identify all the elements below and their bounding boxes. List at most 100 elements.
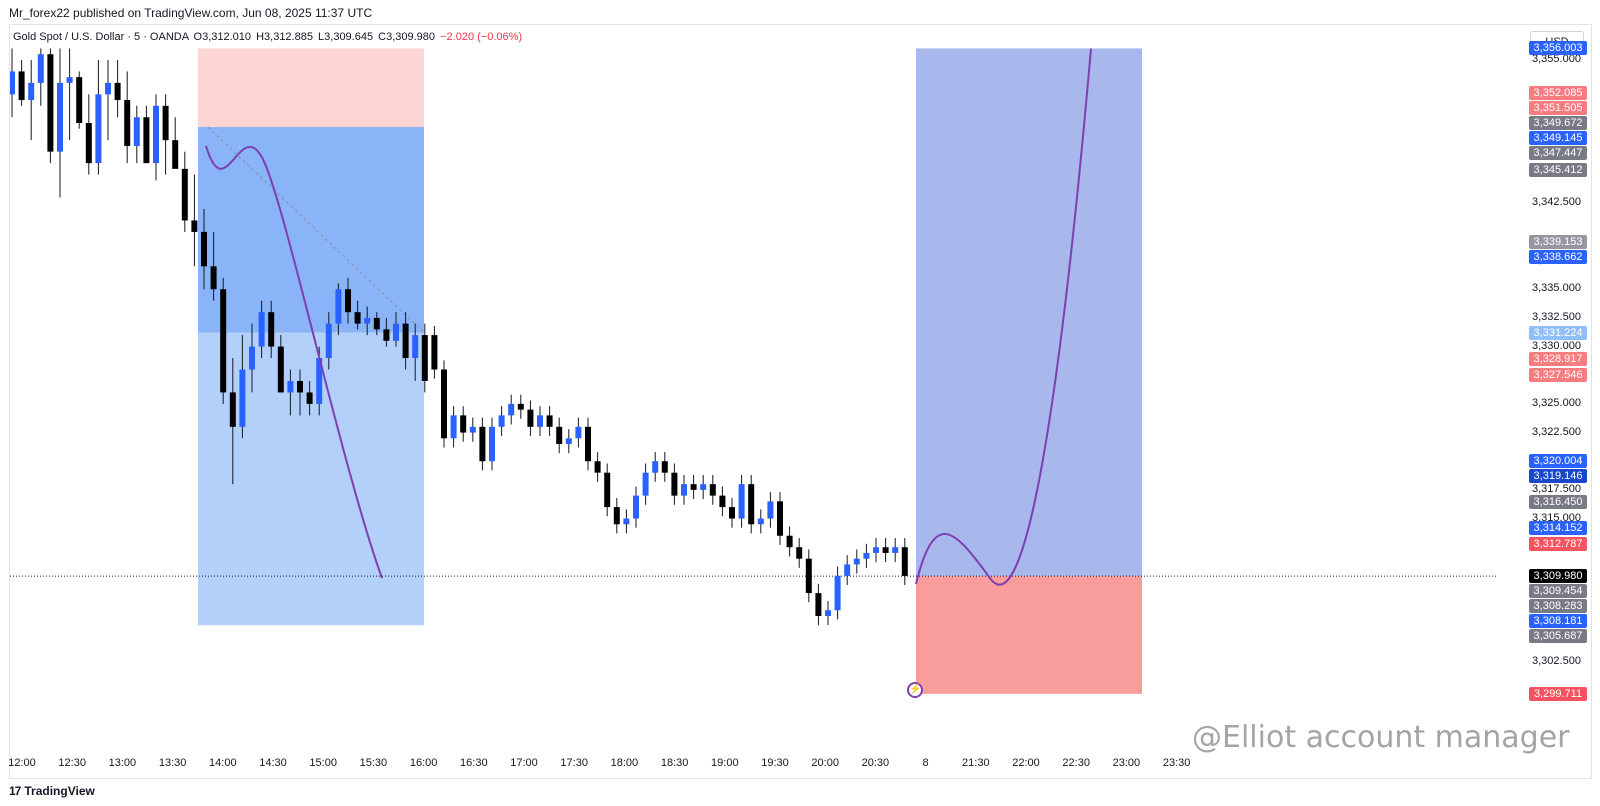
candle-body	[527, 409, 534, 427]
price-label: 3,319.146	[1529, 469, 1587, 484]
candle-body	[57, 82, 63, 152]
time-tick: 8	[922, 757, 929, 769]
price-label: 3,305.687	[1529, 629, 1587, 644]
candle-body	[700, 484, 707, 490]
candle-body	[738, 484, 745, 519]
candle-body	[633, 495, 639, 519]
candle-body	[76, 77, 83, 123]
candle-body	[757, 518, 764, 525]
candle-body	[834, 575, 841, 611]
candle-body	[345, 289, 351, 313]
lightning-icon[interactable]: ⚡	[907, 682, 923, 698]
chart-pane[interactable]	[9, 24, 1592, 779]
symbol-legend: Gold Spot / U.S. Dollar · 5 · OANDA O3,3…	[13, 31, 522, 43]
candle-body	[114, 82, 121, 101]
candle-body	[421, 335, 428, 381]
candle-body	[220, 289, 227, 393]
time-tick: 20:00	[811, 757, 839, 769]
candle-body	[565, 438, 572, 445]
candle-body	[479, 426, 486, 462]
candle-body	[652, 461, 659, 473]
price-chart[interactable]	[10, 25, 1591, 778]
candle-body	[239, 369, 246, 427]
time-tick: 12:30	[58, 757, 86, 769]
candle-body	[335, 289, 342, 324]
time-tick: 13:00	[108, 757, 137, 769]
candle-body	[623, 518, 630, 525]
price-label: 3,312.787	[1529, 536, 1587, 551]
candle-body	[105, 82, 111, 95]
candle-body	[153, 105, 159, 164]
price-label: 3,351.505	[1529, 101, 1587, 116]
candle-body	[853, 558, 860, 565]
candle-body	[37, 54, 44, 83]
candle-body	[162, 105, 169, 141]
candle-body	[306, 392, 313, 404]
tradingview-logo[interactable]: 17 TradingView	[9, 784, 95, 798]
candle-body	[537, 415, 543, 427]
close-value: C3,309.980	[378, 31, 436, 43]
price-tick: 3,342.500	[1532, 196, 1581, 209]
price-label: 3,327.546	[1529, 367, 1587, 382]
time-tick: 19:00	[711, 757, 739, 769]
candle-body	[585, 426, 591, 462]
candle-body	[594, 461, 601, 473]
candle-body	[863, 552, 870, 559]
candle-body	[892, 547, 899, 553]
candle-body	[95, 94, 102, 164]
price-tick: 3,355.000	[1532, 52, 1581, 65]
candle-body	[18, 71, 25, 101]
candle-body	[825, 610, 831, 617]
candle-body	[258, 312, 265, 347]
candle-body	[191, 220, 198, 232]
price-label: 3,309.980	[1529, 569, 1587, 584]
price-tick: 3,335.000	[1532, 282, 1581, 295]
price-tick: 3,315.000	[1532, 511, 1581, 524]
candle-body	[383, 329, 390, 341]
time-tick: 21:30	[962, 757, 990, 769]
time-tick: 18:30	[660, 757, 689, 769]
price-label: 3,347.447	[1529, 146, 1587, 161]
price-tick: 3,330.000	[1532, 339, 1581, 352]
candle-body	[172, 140, 179, 169]
price-label: 3,320.004	[1529, 454, 1587, 469]
candle-body	[412, 335, 419, 359]
candle-body	[729, 507, 735, 519]
candle-body	[181, 168, 188, 221]
trend-dashed-line	[207, 126, 425, 333]
price-label: 3,314.152	[1529, 521, 1587, 536]
candle-body	[402, 323, 409, 359]
time-tick: 13:30	[158, 757, 187, 769]
time-tick: 22:00	[1012, 757, 1040, 769]
time-tick: 15:30	[359, 757, 388, 769]
candle-body	[124, 100, 131, 146]
bearish-projection-curve	[205, 145, 383, 579]
price-label: 3,299.711	[1529, 686, 1587, 701]
change-value: −2.020 (−0.06%)	[440, 31, 523, 43]
publisher-credit: Mr_forex22 published on TradingView.com,…	[9, 6, 373, 20]
candle-body	[277, 346, 284, 393]
price-tick: 3,322.500	[1532, 425, 1581, 438]
candle-body	[133, 117, 140, 146]
price-label: 3,339.153	[1529, 234, 1587, 249]
symbol-name[interactable]: Gold Spot / U.S. Dollar · 5 · OANDA	[13, 31, 189, 43]
candle-body	[681, 484, 687, 496]
price-label: 3,349.672	[1529, 116, 1587, 131]
high-value: H3,312.885	[256, 31, 313, 43]
candle-body	[431, 335, 438, 370]
price-label: 3,349.145	[1529, 131, 1587, 146]
price-label: 3,316.450	[1529, 494, 1587, 509]
price-label: 3,338.662	[1529, 249, 1587, 264]
candle-body	[575, 426, 582, 439]
time-tick: 14:00	[209, 757, 237, 769]
time-tick: 18:00	[610, 757, 639, 769]
time-tick: 12:00	[8, 757, 36, 769]
time-tick: 20:30	[861, 757, 890, 769]
long-profit-zone	[916, 48, 1142, 577]
candle-body	[873, 547, 879, 553]
time-tick: 23:00	[1112, 757, 1141, 769]
price-tick: 3,302.500	[1532, 654, 1581, 667]
price-tick: 3,325.000	[1532, 396, 1581, 409]
long-stop-zone	[916, 576, 1142, 694]
candle-body	[815, 593, 822, 617]
